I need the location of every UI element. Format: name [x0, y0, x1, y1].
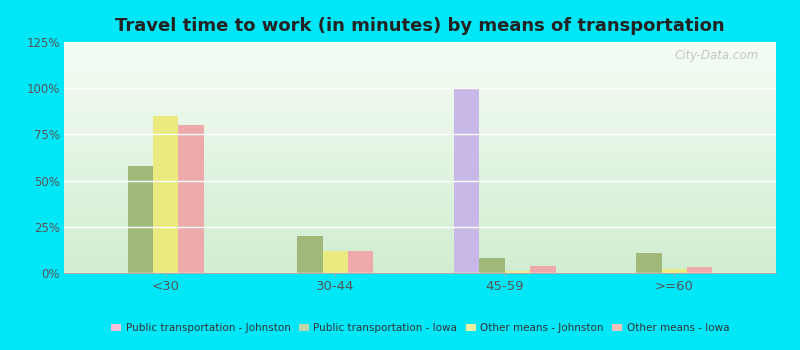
Bar [348, 251, 374, 273]
Title: Travel time to work (in minutes) by means of transportation: Travel time to work (in minutes) by mean… [115, 17, 725, 35]
Legend: Public transportation - Johnston, Public transportation - Iowa, Other means - Jo: Public transportation - Johnston, Public… [108, 320, 732, 336]
Bar [297, 236, 322, 273]
Bar [178, 125, 204, 273]
Bar [636, 253, 662, 273]
Text: City-Data.com: City-Data.com [674, 49, 758, 62]
Bar [153, 116, 178, 273]
Bar [322, 251, 348, 273]
Bar [662, 269, 687, 273]
Bar [127, 166, 153, 273]
Bar [530, 266, 556, 273]
Bar [505, 271, 530, 273]
Bar [454, 88, 479, 273]
Bar [479, 258, 505, 273]
Bar [687, 267, 713, 273]
